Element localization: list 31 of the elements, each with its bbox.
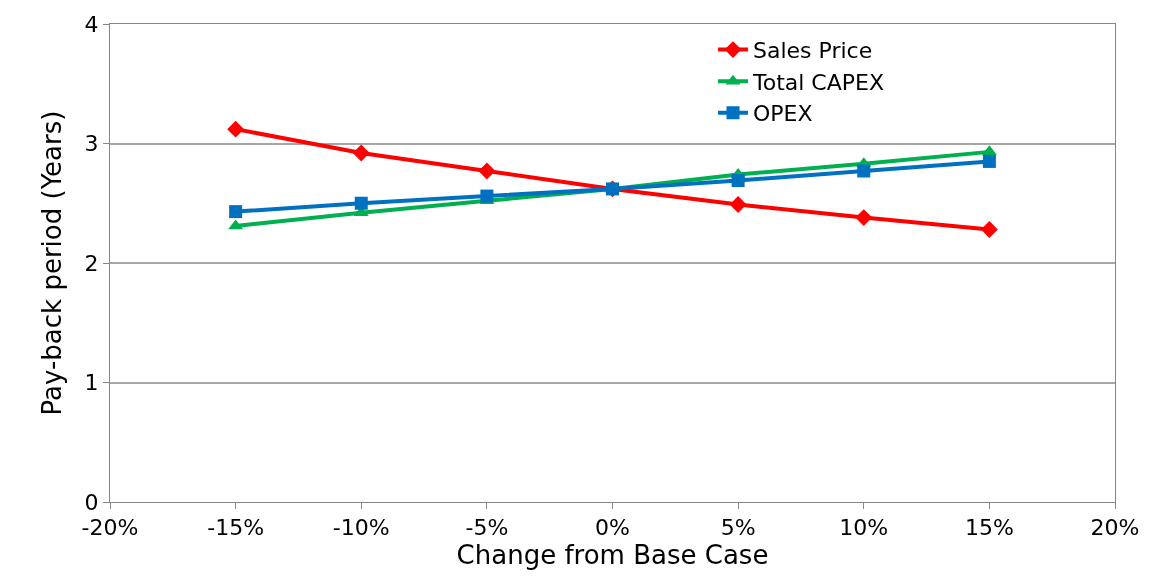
y-tick-label: 1 [84,370,99,396]
y-axis-title: Pay-back period (Years) [37,110,67,416]
x-tick-label: 0% [595,515,630,541]
x-tick-label: -10% [332,515,390,541]
y-tick-label: 4 [84,11,99,37]
point [480,189,494,203]
x-tick-label: 10% [839,515,889,541]
point [982,154,996,168]
y-tick-label: 3 [84,131,99,157]
point [729,196,747,213]
point [980,221,998,238]
legend-label: Sales Price [753,38,873,64]
point [229,205,243,219]
x-tick-label: 15% [964,515,1014,541]
x-tick-label: 5% [720,515,756,541]
point [354,196,368,210]
x-axis-title: Change from Base Case [456,540,769,571]
x-tick-label: 20% [1090,515,1140,541]
legend-label: Total CAPEX [752,69,885,95]
x-tick-label: -15% [207,515,265,541]
point [352,144,370,162]
y-tick-label: 0 [84,489,99,515]
point [731,174,745,188]
point [855,209,873,227]
point [478,162,496,180]
x-tick-label: -20% [81,515,139,541]
point [227,120,245,138]
legend-label: OPEX [753,101,813,127]
y-tick-label: 2 [84,250,99,276]
x-tick-label: -5% [465,515,509,541]
point [857,164,871,178]
